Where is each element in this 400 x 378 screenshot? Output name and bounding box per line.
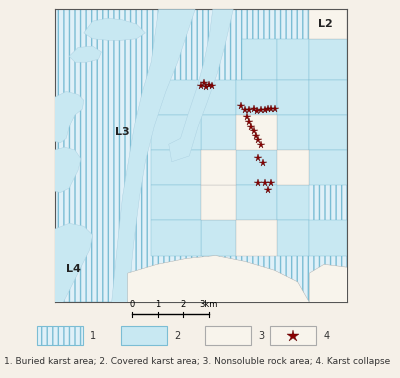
Text: 2: 2 <box>180 300 186 309</box>
Polygon shape <box>37 326 82 345</box>
Polygon shape <box>277 80 309 115</box>
Text: 4: 4 <box>323 331 329 341</box>
Polygon shape <box>54 147 81 192</box>
Polygon shape <box>169 9 233 162</box>
Text: L2: L2 <box>318 19 333 29</box>
Polygon shape <box>151 220 201 256</box>
Polygon shape <box>112 9 195 302</box>
Polygon shape <box>201 115 236 150</box>
Polygon shape <box>277 150 309 185</box>
Text: 3: 3 <box>258 331 264 341</box>
Polygon shape <box>236 220 277 256</box>
Polygon shape <box>236 185 277 220</box>
Text: 3km: 3km <box>200 300 218 309</box>
Text: L4: L4 <box>66 264 81 274</box>
Polygon shape <box>309 115 348 150</box>
Polygon shape <box>309 150 348 185</box>
Polygon shape <box>309 9 348 39</box>
Polygon shape <box>236 115 277 150</box>
Polygon shape <box>69 46 101 62</box>
Polygon shape <box>151 80 201 115</box>
Text: 2: 2 <box>174 331 180 341</box>
Text: 1: 1 <box>90 331 96 341</box>
Polygon shape <box>54 223 93 302</box>
Polygon shape <box>54 91 84 143</box>
Polygon shape <box>128 256 309 302</box>
Polygon shape <box>270 326 316 345</box>
Polygon shape <box>236 80 277 115</box>
Polygon shape <box>121 326 167 345</box>
Polygon shape <box>151 115 201 150</box>
Polygon shape <box>84 18 145 40</box>
Polygon shape <box>54 9 348 302</box>
Polygon shape <box>277 185 309 220</box>
Polygon shape <box>201 80 236 115</box>
Text: 0: 0 <box>130 300 135 309</box>
Polygon shape <box>151 150 201 185</box>
Polygon shape <box>151 185 201 220</box>
Polygon shape <box>277 220 309 256</box>
Polygon shape <box>242 39 277 80</box>
Polygon shape <box>201 150 236 185</box>
Polygon shape <box>309 39 348 80</box>
Polygon shape <box>201 185 236 220</box>
Polygon shape <box>309 80 348 115</box>
Polygon shape <box>236 150 277 185</box>
Polygon shape <box>205 326 251 345</box>
Text: 1. Buried karst area; 2. Covered karst area; 3. Nonsoluble rock area; 4. Karst c: 1. Buried karst area; 2. Covered karst a… <box>4 357 390 366</box>
Text: 1: 1 <box>155 300 160 309</box>
Text: L3: L3 <box>114 127 129 138</box>
Polygon shape <box>277 39 309 80</box>
Polygon shape <box>201 220 236 256</box>
Polygon shape <box>309 220 348 256</box>
Polygon shape <box>309 264 348 302</box>
Polygon shape <box>277 115 309 150</box>
